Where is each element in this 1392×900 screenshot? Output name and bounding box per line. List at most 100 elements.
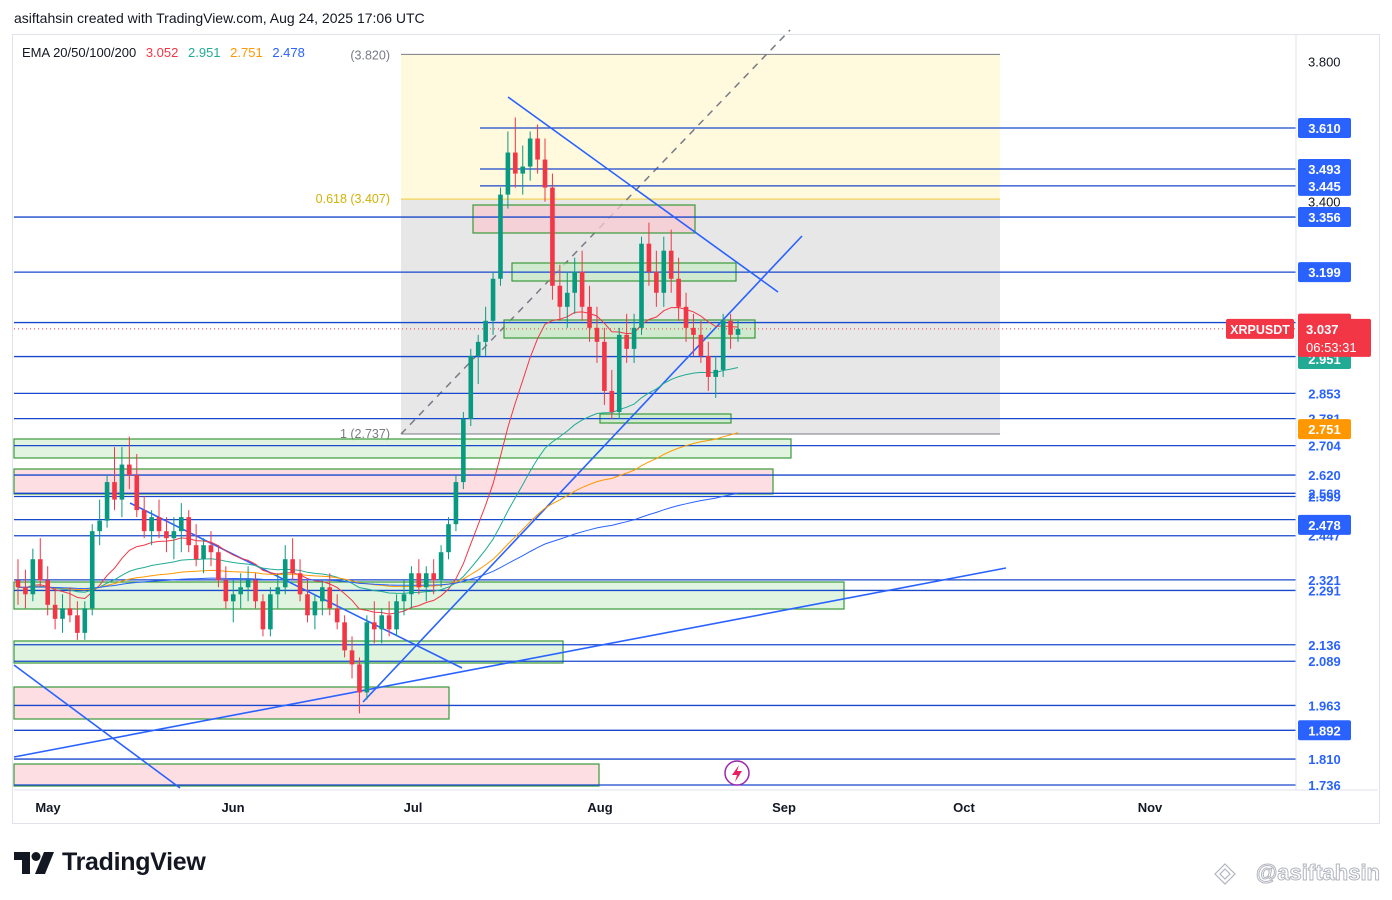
candle-body — [520, 166, 526, 174]
candle-body — [67, 608, 73, 616]
candle-body — [379, 615, 385, 630]
price-2_291-label: 2.291 — [1308, 583, 1341, 598]
sr-zone-5 — [13, 438, 792, 459]
tradingview-logo[interactable]: TradingView — [14, 848, 206, 877]
candle-body — [357, 664, 362, 693]
price-1_892-badge — [1298, 720, 1351, 741]
candle-body — [230, 594, 236, 602]
candle-body — [164, 531, 169, 539]
symbol-tag-label: XRPUSDT — [1230, 323, 1290, 337]
sr-zone-10 — [13, 763, 600, 787]
chart-caption: asiftahsin created with TradingView.com,… — [14, 10, 425, 26]
candle-body — [423, 573, 429, 588]
hl-2_478-badge — [1298, 514, 1351, 535]
candle-body — [334, 608, 340, 623]
candle-body — [409, 573, 414, 595]
candle-body — [535, 138, 540, 160]
ema-legend[interactable]: EMA 20/50/100/200 3.052 2.951 2.751 2.47… — [22, 45, 311, 60]
candle-body — [602, 341, 607, 391]
candle-body — [82, 608, 88, 633]
ema200-value: 2.478 — [272, 45, 305, 60]
candle-body — [609, 390, 615, 412]
candle-body — [401, 594, 407, 602]
price-1_736-label: 1.736 — [1308, 778, 1341, 793]
candle-body — [453, 482, 459, 525]
candle-body — [661, 250, 667, 293]
candle-body — [490, 278, 496, 321]
price-3_610-badge — [1298, 118, 1351, 138]
candle-body — [505, 152, 511, 195]
price-3_610-label: 3.610 — [1308, 121, 1341, 136]
price-3_199-badge — [1298, 262, 1351, 283]
hl-2_478-label: 2.478 — [1308, 518, 1341, 533]
price-2_136-label: 2.136 — [1308, 638, 1341, 653]
fib-label-0618: 0.618 (3.407) — [316, 192, 390, 206]
candle-body — [416, 573, 422, 588]
author-watermark: @asiftahsin — [1255, 860, 1380, 886]
candle-body — [550, 187, 555, 286]
candle-body — [193, 545, 199, 560]
price-3_356-label: 3.356 — [1308, 210, 1341, 225]
fib-trend-dashed — [400, 29, 791, 435]
candle-body — [275, 587, 281, 595]
tick-3800: 3.800 — [1308, 54, 1341, 69]
candle-body — [668, 250, 674, 279]
candle-body — [631, 327, 637, 349]
fib-label-3820: (3.820) — [350, 48, 390, 62]
sr-zone-9 — [13, 686, 450, 720]
candle-body — [371, 622, 377, 630]
candle-body — [364, 622, 370, 693]
candle-body — [713, 369, 719, 377]
candle-body — [104, 482, 110, 521]
countdown-label: 06:53:31 — [1306, 340, 1357, 355]
candle-body — [475, 341, 481, 356]
sr-zone-6 — [13, 468, 774, 495]
price-3_493-label: 3.493 — [1308, 162, 1341, 177]
candle-body — [431, 573, 436, 581]
trendline-2 — [129, 502, 463, 669]
candle-body — [587, 306, 592, 328]
candle-body — [23, 587, 28, 595]
watermark-icon — [1214, 863, 1236, 885]
price-1_892-label: 1.892 — [1308, 723, 1341, 738]
candle-body — [312, 601, 318, 616]
price-3_493-badge — [1298, 159, 1351, 180]
candle-body — [141, 510, 147, 532]
tradingview-logo-icon — [14, 851, 54, 874]
trendline-3 — [362, 235, 803, 703]
candle-body — [616, 334, 622, 412]
candle-body — [253, 580, 258, 602]
candle-body — [728, 320, 733, 335]
price-3_445-label: 3.445 — [1308, 179, 1341, 194]
candle-body — [706, 355, 711, 377]
month-label-sep: Sep — [772, 800, 796, 815]
candle-body — [461, 418, 466, 483]
candle-body — [208, 545, 214, 553]
ema50-value: 2.951 — [188, 45, 221, 60]
fib-label-1: 1 (2.737) — [340, 427, 390, 441]
candle-body — [282, 559, 288, 588]
candle-body — [30, 559, 36, 595]
candle-body — [683, 306, 689, 328]
candle-body — [149, 517, 154, 532]
candle-body — [676, 278, 681, 307]
candle-body — [171, 531, 177, 539]
candle-body — [349, 650, 355, 665]
price-2_853-label: 2.853 — [1308, 386, 1341, 401]
ema20-value: 3.052 — [145, 45, 179, 60]
candle-body — [156, 517, 162, 532]
candle-body — [342, 622, 347, 651]
candle-body — [134, 475, 140, 511]
tradingview-wordmark: TradingView — [62, 848, 206, 876]
candle-body — [327, 587, 333, 609]
candle-body — [97, 520, 102, 532]
candle-body — [594, 327, 600, 342]
candle-body — [468, 355, 474, 419]
candle-body — [45, 580, 50, 605]
current-price-badge — [1298, 318, 1371, 357]
price-1_963-label: 1.963 — [1308, 698, 1341, 713]
candle-body — [216, 552, 221, 581]
candle-body — [646, 243, 652, 272]
ema-label: EMA 20/50/100/200 — [22, 45, 137, 60]
